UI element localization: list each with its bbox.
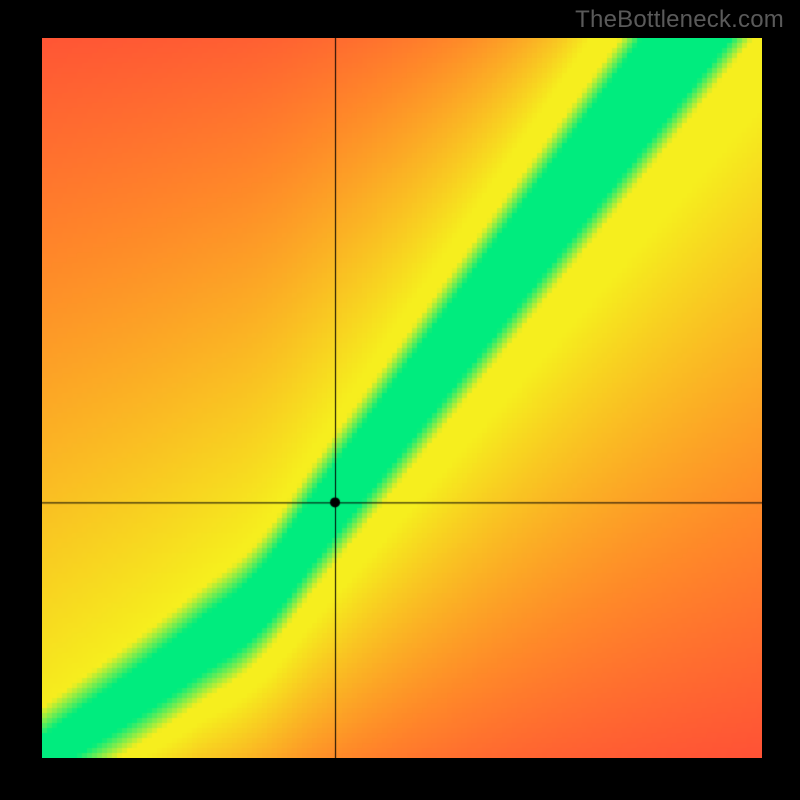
watermark-text: TheBottleneck.com <box>575 6 784 34</box>
bottleneck-heatmap <box>42 38 762 758</box>
